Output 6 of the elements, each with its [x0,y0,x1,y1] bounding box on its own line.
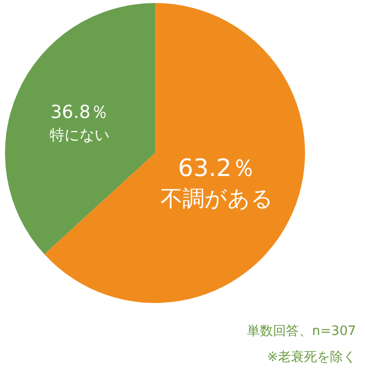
data-label: 63.2％ [178,154,256,182]
text: 単数回答、n=307 [247,324,356,339]
slice-label: 特にない [49,126,110,144]
data-label: 36.8％ [50,102,109,123]
text: ※老衰死を除く [267,349,356,365]
slice-label: 不調がある [160,187,274,212]
